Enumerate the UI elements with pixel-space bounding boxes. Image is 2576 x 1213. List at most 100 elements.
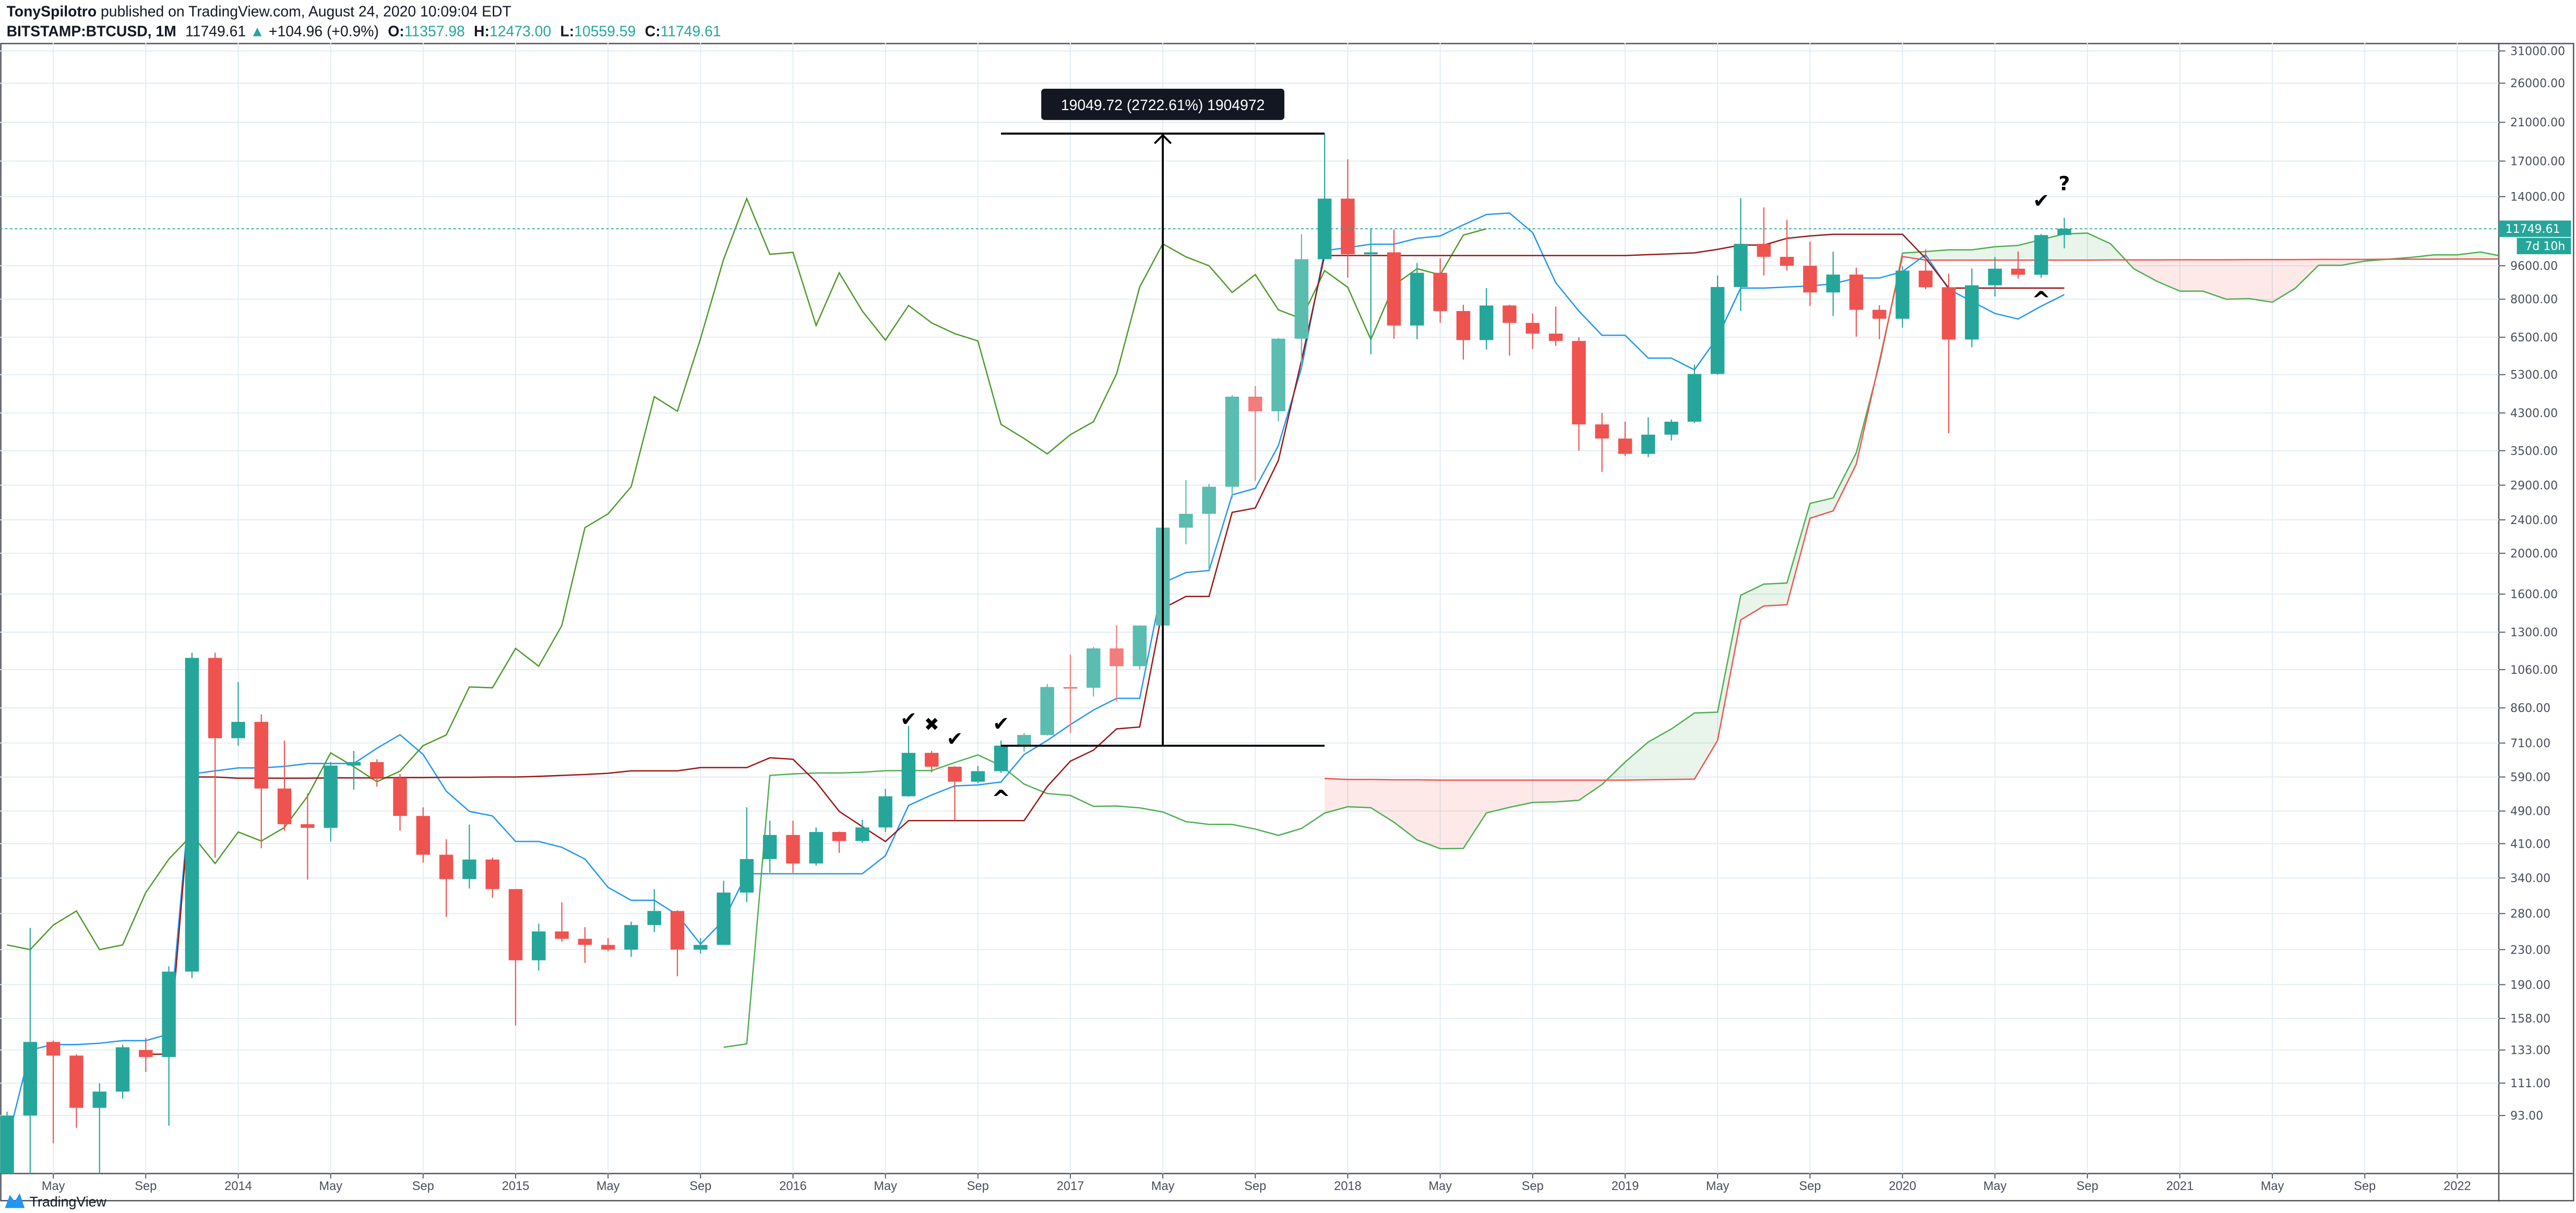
candle-body [1271,338,1285,411]
ichimoku-cloud [1325,233,2499,849]
cloud-segment [1995,245,2018,260]
candle-body [1502,305,1517,323]
price-tick-label: 710.00 [2510,737,2550,750]
up-arrow-icon: ▲ [250,23,265,40]
time-tick-label: 2017 [1057,1180,1084,1193]
tradingview-logo[interactable]: TradingView [5,1193,107,1209]
candle [1248,386,1262,481]
author-name[interactable]: TonySpilotro [7,3,97,20]
senkou-span-a-line [723,232,2499,1048]
price-tick-label: 31000.00 [2510,45,2565,58]
cloud-segment [2434,255,2458,259]
candle [948,766,962,820]
price-tick-label: 8000.00 [2510,293,2558,306]
cloud-segment [1347,779,1371,808]
candle-body [1364,252,1378,255]
candle-body [1110,648,1124,667]
candle [901,726,916,797]
cloud-segment [1833,453,1856,511]
candle [647,889,661,932]
time-tick-label: 2018 [1334,1180,1362,1193]
candle-body [2011,268,2025,275]
candle-body [1248,396,1262,411]
candle-body [2034,235,2048,275]
candle [208,652,222,858]
candle [1734,198,1748,311]
price-tick-label: 3500.00 [2510,445,2558,458]
candle [2034,234,2048,278]
measure-tool[interactable] [1001,133,1325,747]
candle-body [1202,486,1216,514]
candle [92,1083,106,1174]
candle-body [717,893,731,945]
candle [924,751,939,772]
time-tick-label: Sep [689,1180,711,1193]
time-tick-label: May [1706,1180,1730,1193]
candle-body [740,859,754,893]
cloud-segment [2318,259,2342,266]
cloud-segment [1325,778,1348,813]
time-axis[interactable]: May Sep 2014 May Sep 2015 May Sep 2016 May Sep 2017… [42,1173,2471,1193]
price-tick-label: 111.00 [2510,1077,2550,1090]
candle-body [1872,310,1887,319]
candle [115,1044,130,1099]
candle [1965,268,1979,348]
cloud-segment [1463,780,1487,849]
candle-body [855,827,869,841]
time-tick-label: Sep [135,1180,157,1193]
candle [1271,338,1285,422]
candle [324,762,338,842]
measure-label: 19049.72 (2722.61%) 1904972 [1041,89,1285,120]
candle-body [1710,287,1725,374]
cloud-segment [1579,780,1602,801]
symbol-legend: BITSTAMP:BTCUSD, 1M 11749.61 ▲ +104.96 (… [7,23,721,40]
candle-body [1525,323,1540,334]
candle [1456,304,1471,360]
candle [1757,207,1771,276]
price-change: +104.96 (+0.9%) [269,23,379,40]
cloud-segment [1486,780,1510,813]
price-tick-label: 590.00 [2510,771,2550,784]
cloud-segment [1949,249,1972,260]
candle-body [647,911,661,925]
candle-body [809,832,823,864]
candle-body [1179,514,1193,528]
candle-body [901,753,916,796]
candle [1618,421,1632,456]
candle [624,921,638,957]
candle [555,902,569,942]
arrow-up-icon [1154,134,1172,145]
candle-body [624,925,638,950]
cloud-segment [2295,259,2319,288]
candle-body [994,745,1008,771]
cloud-segment [1787,503,1810,605]
candle [1017,733,1031,752]
candle [1988,257,2002,296]
candle-body [1734,244,1748,287]
cloud-segment [1394,780,1417,840]
candle [762,820,777,873]
candle-body [786,835,800,864]
check-mark-icon: ✔ [993,712,1009,735]
candle-body [1017,735,1031,746]
candle [1941,273,1956,434]
price-tick-label: 1300.00 [2510,626,2558,639]
candle-body [139,1050,153,1057]
price-axis[interactable]: 31000.00 26000.00 21000.00 17000.00 14000.00… [2499,45,2565,1123]
cloud-segment [1718,595,1741,741]
price-tick-label: 158.00 [2510,1013,2550,1026]
symbol-name[interactable]: BITSTAMP:BTCUSD, 1M [7,23,176,40]
candle-body [208,658,222,739]
candle [2057,218,2071,248]
candle [46,1040,61,1144]
price-tick-label: 5300.00 [2510,369,2558,382]
candle-body [1087,648,1101,688]
candle-body [1225,396,1239,487]
candle [601,938,615,952]
candle [694,938,708,954]
candle-body [1757,244,1771,257]
time-tick-label: 2019 [1612,1180,1639,1193]
time-tick-label: 2015 [502,1180,530,1193]
candle [1202,484,1216,570]
